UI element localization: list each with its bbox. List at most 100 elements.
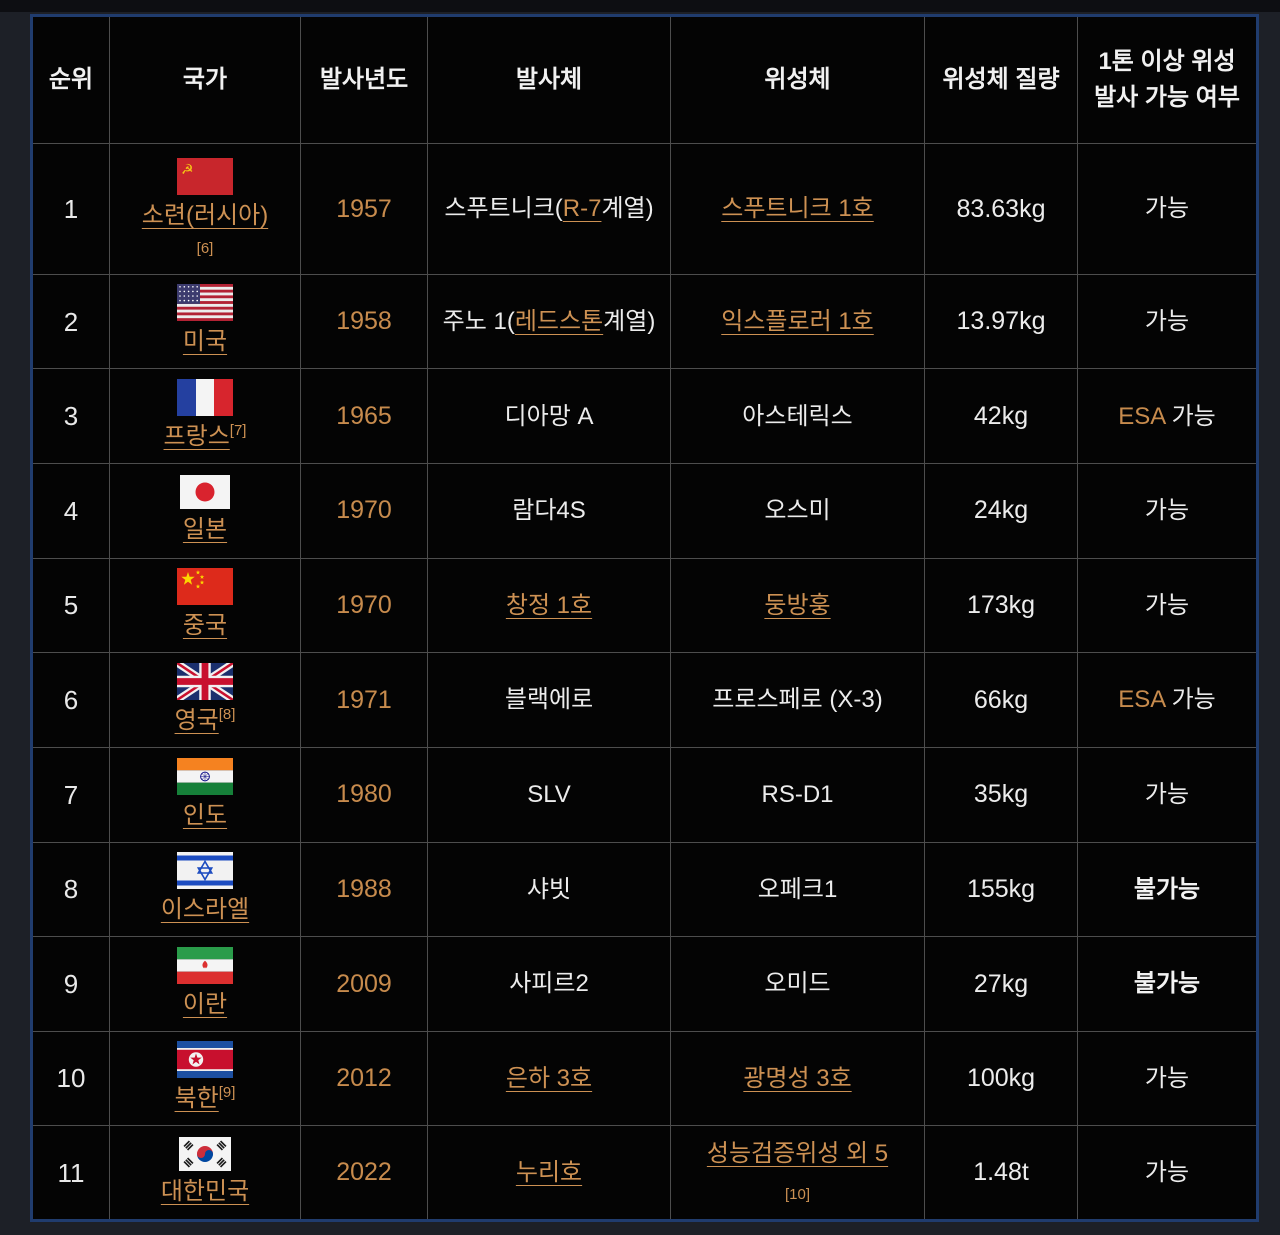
country-link[interactable]: 인도: [182, 801, 228, 829]
col-header-year: 발사년도: [300, 15, 428, 144]
wiki-link[interactable]: 창정 1호: [505, 591, 593, 619]
vehicle-cell: SLV: [427, 746, 671, 843]
country-flag: [118, 852, 292, 894]
mass-value: 27kg: [973, 969, 1029, 998]
rank-cell: 9: [31, 936, 110, 1032]
rank-cell: 8: [31, 841, 110, 938]
satellite-cell: 둥방훙: [670, 557, 925, 654]
rank-number: 9: [63, 968, 79, 999]
col-header-country: 국가: [109, 15, 301, 144]
cell-text: 블랙에로: [504, 686, 594, 714]
country-flag: [118, 946, 292, 989]
country-cell: ☭ 소련(러시아) [6]: [109, 143, 301, 275]
mass-value: 83.63kg: [956, 194, 1046, 223]
country-link[interactable]: 프랑스: [163, 423, 230, 451]
country-flag: [118, 284, 292, 326]
mass-cell: 83.63kg: [924, 143, 1078, 275]
capability-cell: 가능: [1077, 463, 1258, 559]
cell-text: 불가능: [1133, 970, 1201, 998]
country-name-line: 인도: [118, 800, 292, 832]
year-cell: 1988: [300, 841, 428, 938]
flag-israel-icon: [177, 852, 233, 890]
wiki-link[interactable]: ESA: [1118, 686, 1165, 714]
wiki-link[interactable]: 둥방훙: [764, 591, 831, 619]
footnote-link[interactable]: [7]: [229, 422, 247, 440]
wiki-link[interactable]: ESA: [1118, 402, 1165, 430]
wiki-link[interactable]: 성능검증위성 외 5: [706, 1140, 889, 1168]
country-link[interactable]: 중국: [182, 612, 228, 640]
cell-text: 가능: [1144, 1064, 1190, 1092]
rank-number: 5: [63, 590, 79, 621]
cell-text: SLV: [527, 781, 571, 809]
country-link[interactable]: 북한: [174, 1085, 219, 1113]
country-link[interactable]: 대한민국: [160, 1177, 250, 1205]
table-row-rank-11: 11 대한민국 2022 누리호 성능검증위성 외 5 [10] 1.48t 가능: [31, 1125, 1258, 1221]
country-link[interactable]: 일본: [182, 516, 228, 544]
capability-cell: 가능: [1077, 1030, 1258, 1127]
first-satellite-launch-table: 순위 국가 발사년도 발사체 위성체 위성체 질량 1톤 이상 위성 발사 가능…: [30, 14, 1259, 1222]
country-link[interactable]: 이란: [182, 990, 228, 1018]
satellite-cell: 익스플로러 1호: [670, 273, 925, 370]
footnote-link[interactable]: [6]: [196, 240, 214, 258]
country-link[interactable]: 소련(러시아): [141, 202, 269, 230]
rank-cell: 1: [31, 143, 110, 275]
country-link[interactable]: 미국: [182, 328, 228, 356]
footnote-link[interactable]: [10]: [784, 1185, 811, 1203]
country-cell: 대한민국: [109, 1125, 301, 1221]
year-link[interactable]: 1970: [336, 496, 392, 525]
footnote-link[interactable]: [8]: [218, 705, 236, 723]
table-row-rank-7: 7 인도 1980 SLV RS-D1 35kg 가능: [31, 746, 1258, 843]
wiki-link[interactable]: 레드스톤: [514, 308, 604, 336]
year-link[interactable]: 1980: [336, 780, 392, 809]
satellite-cell: 성능검증위성 외 5 [10]: [670, 1125, 925, 1221]
rank-cell: 2: [31, 273, 110, 370]
wiki-link[interactable]: 누리호: [515, 1159, 583, 1187]
satellite-cell: 오스미: [670, 463, 925, 559]
mass-value: 13.97kg: [956, 307, 1046, 336]
cell-text: 가능: [1144, 195, 1190, 223]
col-header-rank: 순위: [31, 15, 110, 144]
capability-cell: 가능: [1077, 746, 1258, 843]
year-cell: 2012: [300, 1030, 428, 1127]
rank-cell: 7: [31, 746, 110, 843]
year-link[interactable]: 1988: [336, 874, 392, 903]
wiki-link[interactable]: 스푸트니크 1호: [721, 195, 874, 223]
cell-text: 계열): [601, 195, 654, 223]
year-link[interactable]: 1970: [336, 591, 392, 620]
wiki-link[interactable]: 은하 3호: [505, 1064, 593, 1092]
rank-cell: 3: [31, 368, 110, 465]
cell-text: 스푸트니크(: [444, 195, 563, 223]
year-link[interactable]: 1958: [336, 307, 392, 336]
cell-text: 불가능: [1133, 875, 1201, 903]
vehicle-cell: 주노 1(레드스톤계열): [427, 273, 671, 370]
country-flag: [118, 475, 292, 514]
table-row-rank-10: 10 북한[9] 2012 은하 3호 광명성 3호 100kg 가능: [31, 1030, 1258, 1127]
wiki-link[interactable]: 광명성 3호: [743, 1064, 852, 1092]
country-name-line: 중국: [118, 610, 292, 642]
mass-cell: 42kg: [924, 368, 1078, 465]
rank-cell: 6: [31, 652, 110, 748]
mass-cell: 27kg: [924, 936, 1078, 1032]
country-name-line: 일본: [118, 514, 292, 546]
country-cell: 일본: [109, 463, 301, 559]
year-link[interactable]: 2012: [336, 1064, 392, 1093]
footnote-link[interactable]: [9]: [218, 1084, 236, 1102]
country-cell: 영국[8]: [109, 652, 301, 748]
table-row-rank-8: 8 이스라엘 1988 샤빗 오페크1 155kg 불가능: [31, 841, 1258, 938]
year-link[interactable]: 1957: [336, 194, 392, 223]
year-link[interactable]: 2009: [336, 969, 392, 998]
year-link[interactable]: 1965: [336, 401, 392, 430]
capability-cell: ESA 가능: [1077, 368, 1258, 465]
year-link[interactable]: 2022: [336, 1158, 392, 1187]
country-link[interactable]: 영국: [174, 706, 219, 734]
vehicle-cell: 디아망 A: [427, 368, 671, 465]
col-header-satellite: 위성체: [670, 15, 925, 144]
year-cell: 1970: [300, 557, 428, 654]
wiki-link[interactable]: R-7: [562, 195, 602, 223]
wiki-link[interactable]: 익스플로러 1호: [721, 308, 874, 336]
year-link[interactable]: 1971: [336, 685, 392, 714]
rank-number: 2: [63, 306, 79, 337]
country-cell: 프랑스[7]: [109, 368, 301, 465]
country-link[interactable]: 이스라엘: [160, 896, 250, 924]
rank-cell: 5: [31, 557, 110, 654]
